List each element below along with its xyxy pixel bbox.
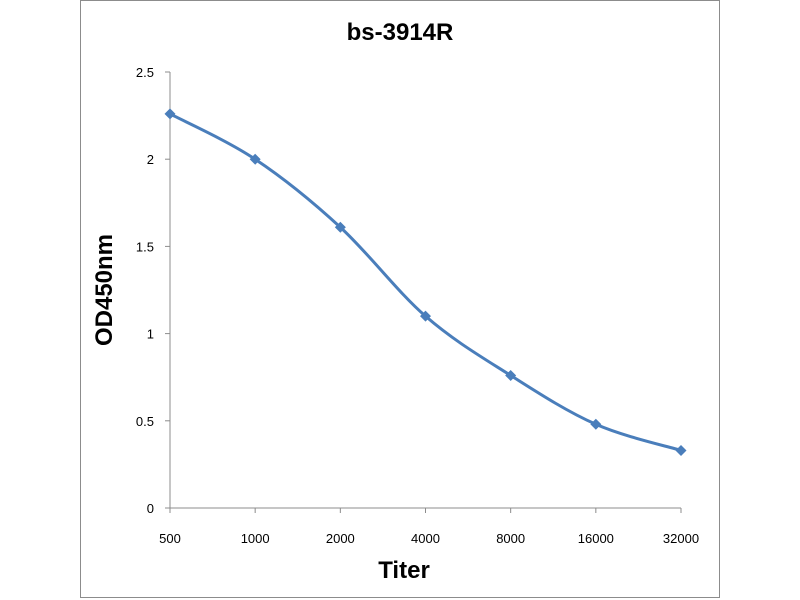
data-point-marker [249,153,261,165]
chart-title: bs-3914R [347,19,454,46]
data-point-marker [334,221,346,233]
x-tick-label: 2000 [326,531,355,546]
series-line [169,112,682,452]
y-tick-label: 1.5 [136,239,154,254]
data-point-marker [675,444,687,456]
x-tick-label: 500 [159,531,181,546]
data-point-marker [420,310,431,322]
y-tick-label: 0.5 [136,414,154,429]
x-tick-label: 1000 [241,531,270,546]
data-point-marker [505,369,517,381]
x-tick-label: 16000 [578,531,614,546]
x-tick-label: 32000 [663,531,699,546]
y-tick-label: 1 [147,327,154,342]
chart-frame [80,0,720,598]
y-tick-label: 0 [147,501,154,516]
x-axis-title: Titer [378,557,430,584]
x-tick-label: 4000 [411,531,440,546]
data-point-marker [590,418,602,430]
y-tick-label: 2.5 [136,65,154,80]
x-tick-label: 8000 [496,531,525,546]
y-tick-label: 2 [147,152,154,167]
data-point-marker [164,108,176,120]
y-axis-title: OD450nm [91,234,118,346]
